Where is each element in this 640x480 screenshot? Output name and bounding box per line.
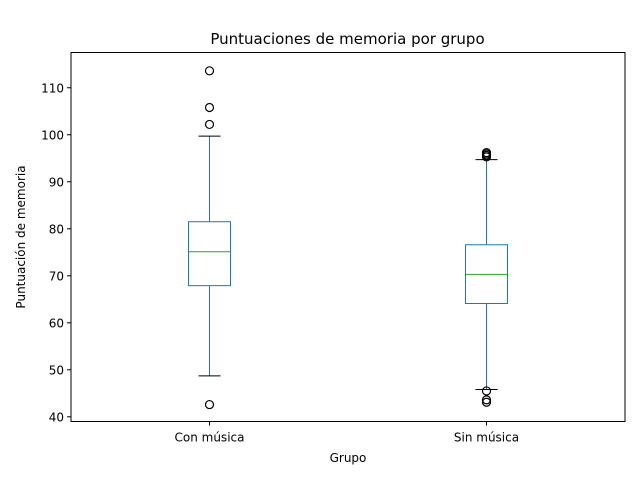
- y-tick-label: 60: [49, 316, 64, 330]
- box-group: [188, 66, 231, 410]
- outlier-point: [481, 397, 492, 407]
- y-axis: 40 50 60 70 80 90 100 110: [41, 81, 71, 424]
- outlier-point: [481, 395, 492, 405]
- x-tick-label: Con música: [175, 431, 245, 445]
- outlier-point: [481, 152, 492, 162]
- outlier-point: [204, 102, 215, 113]
- y-tick-label: 100: [41, 128, 64, 142]
- y-tick-label: 50: [49, 363, 64, 377]
- outlier-point: [204, 119, 215, 130]
- box-group: [465, 148, 508, 407]
- x-tick-label: Sin música: [454, 431, 519, 445]
- y-tick-label: 70: [49, 269, 64, 283]
- chart-title: Puntuaciones de memoria por grupo: [210, 30, 484, 48]
- x-axis: Con música Sin música: [175, 421, 519, 445]
- iqr-box: [188, 221, 231, 287]
- y-tick-label: 90: [49, 175, 64, 189]
- plot-frame: [70, 52, 626, 422]
- y-tick-label: 80: [49, 222, 64, 236]
- x-axis-label: Grupo: [330, 451, 367, 465]
- plot-area: [188, 66, 508, 410]
- y-tick-label: 110: [41, 81, 64, 95]
- outlier-point: [481, 386, 492, 396]
- y-axis-label: Puntuación de memoria: [14, 165, 28, 308]
- outlier-point: [204, 399, 215, 410]
- outlier-point: [204, 66, 215, 76]
- y-tick-label: 40: [49, 410, 64, 424]
